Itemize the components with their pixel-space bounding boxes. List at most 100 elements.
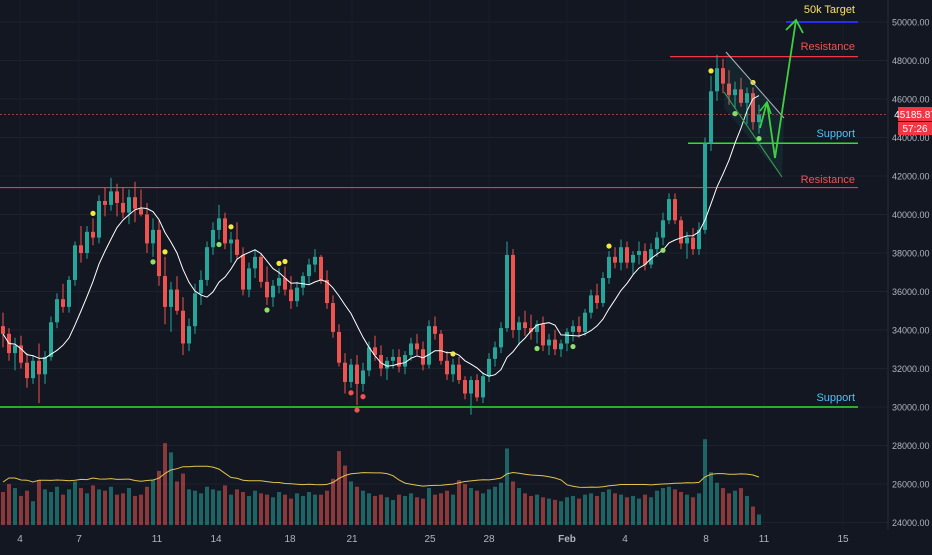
volume-bar xyxy=(697,493,701,525)
signal-dot xyxy=(360,394,366,400)
signal-dot xyxy=(606,243,612,249)
y-tick-label: 28000.00 xyxy=(892,441,930,451)
support-label-lower: Support xyxy=(816,392,855,404)
volume-bar xyxy=(277,492,281,525)
price-tag-bg xyxy=(898,107,932,121)
volume-bar xyxy=(529,495,533,525)
candle-body xyxy=(13,345,17,354)
volume-bar xyxy=(577,498,581,525)
volume-bar xyxy=(391,499,395,525)
resistance-label-upper: Resistance xyxy=(801,41,855,53)
volume-bar xyxy=(619,494,623,525)
volume-bar xyxy=(337,451,341,525)
candle-body xyxy=(79,245,83,253)
volume-bar xyxy=(631,495,635,525)
candle-body xyxy=(631,254,635,263)
volume-bar xyxy=(445,490,449,525)
volume-bar xyxy=(463,484,467,525)
candle-body xyxy=(61,299,65,307)
volume-bar xyxy=(61,494,65,525)
volume-bar xyxy=(319,494,323,525)
candle-body xyxy=(595,295,599,304)
volume-bar xyxy=(55,486,59,525)
y-tick-label: 38000.00 xyxy=(892,249,930,259)
volume-bar xyxy=(613,493,617,525)
signal-dot xyxy=(348,390,354,396)
volume-bar xyxy=(229,494,233,525)
volume-bar xyxy=(91,485,95,525)
volume-bar xyxy=(37,480,41,525)
volume-bar xyxy=(457,480,461,525)
volume-bar xyxy=(403,495,407,525)
candle-body xyxy=(463,380,467,394)
candle-body xyxy=(553,339,557,350)
x-tick-label: 18 xyxy=(284,534,296,545)
y-tick-label: 44000.00 xyxy=(892,133,930,143)
signal-dot xyxy=(708,68,714,74)
volume-bar xyxy=(307,492,311,525)
candle-body xyxy=(481,376,485,398)
volume-bar xyxy=(199,493,203,525)
channel-upper xyxy=(725,51,785,119)
candle-body xyxy=(163,276,167,307)
volume-bar xyxy=(583,494,587,525)
volume-bar xyxy=(607,489,611,525)
volume-bar xyxy=(259,493,263,525)
candle-body xyxy=(391,356,395,361)
candle-body xyxy=(313,256,317,265)
x-tick-label: 4 xyxy=(17,534,23,545)
candle-body xyxy=(361,370,365,384)
signal-dot xyxy=(732,111,738,117)
volume-bar xyxy=(385,497,389,525)
volume-bar xyxy=(7,484,11,525)
volume-bar xyxy=(685,494,689,525)
volume-bar xyxy=(523,493,527,525)
volume-bar xyxy=(253,490,257,525)
volume-bar xyxy=(163,443,167,525)
volume-bar xyxy=(379,494,383,525)
candle-body xyxy=(187,326,191,344)
candle-body xyxy=(727,83,731,96)
candle-body xyxy=(277,278,281,286)
candle-body xyxy=(625,247,629,263)
x-tick-label: 28 xyxy=(483,534,495,545)
countdown-label: 57:26 xyxy=(902,124,927,135)
candle-body xyxy=(643,251,647,265)
candle-body xyxy=(115,191,119,203)
volume-bar xyxy=(727,493,731,525)
candle-body xyxy=(85,231,89,253)
volume-bar xyxy=(421,498,425,525)
volume-bar xyxy=(289,498,293,525)
signal-dot xyxy=(354,407,360,413)
candle-body xyxy=(397,356,401,367)
candle-body xyxy=(337,331,341,363)
volume-bar xyxy=(355,486,359,525)
volume-bar xyxy=(115,494,119,525)
candle-body xyxy=(709,91,713,144)
signal-dot xyxy=(756,136,762,142)
volume-bar xyxy=(133,495,137,525)
candle-body xyxy=(325,279,329,304)
volume-bar xyxy=(481,493,485,525)
volume-bar xyxy=(661,488,665,525)
candle-body xyxy=(703,143,707,230)
volume-bar xyxy=(451,494,455,525)
candle-body xyxy=(547,339,551,346)
arrow-head-up xyxy=(785,18,804,34)
volume-bar xyxy=(139,494,143,525)
candle-body xyxy=(697,229,701,250)
candle-body xyxy=(127,197,131,213)
candle-body xyxy=(457,364,461,381)
volume-bar xyxy=(247,495,251,525)
volume-bar xyxy=(469,488,473,525)
signal-dot xyxy=(276,260,282,266)
candle-body xyxy=(379,355,383,369)
x-tick-label: 7 xyxy=(76,534,82,545)
y-tick-label: 50000.00 xyxy=(892,18,930,28)
signal-dot xyxy=(228,224,234,230)
volume-ma-line xyxy=(2,465,760,488)
candle-body xyxy=(67,279,71,307)
candle-body xyxy=(427,326,431,365)
candle-body xyxy=(289,289,293,302)
